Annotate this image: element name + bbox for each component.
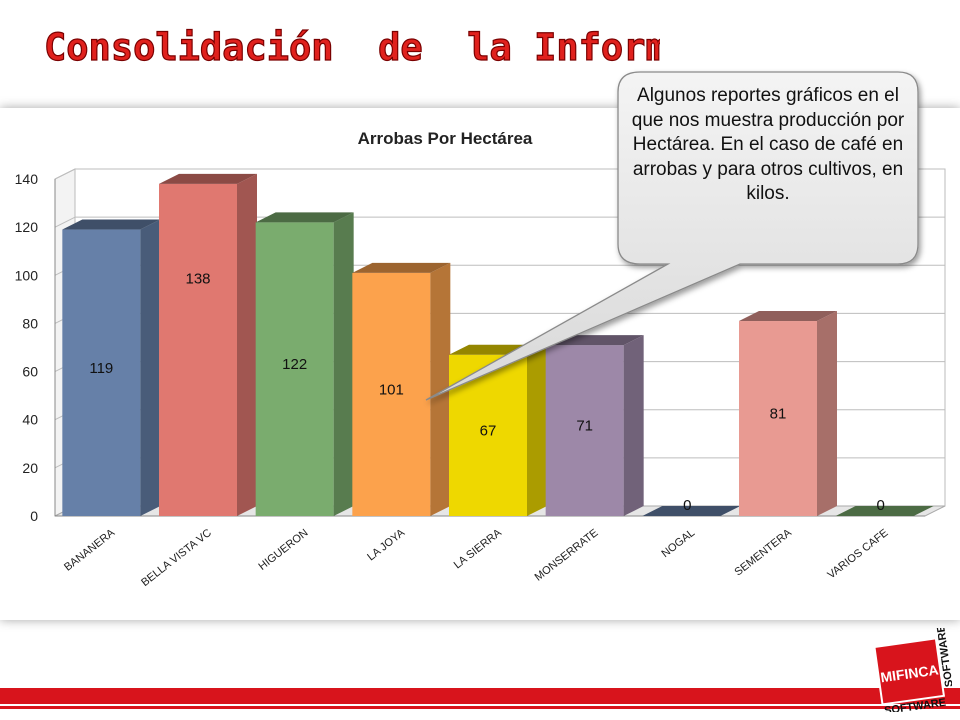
x-tick-label: SEMENTERA	[733, 527, 795, 579]
bar	[352, 262, 451, 516]
bar-side	[623, 335, 644, 516]
bottom-accent-bar	[0, 688, 960, 704]
y-tick-label: 140	[15, 171, 39, 187]
bar-front	[255, 222, 334, 516]
bar	[642, 506, 741, 516]
bar-value-label: 119	[89, 360, 113, 377]
bar-value-label: 0	[683, 497, 691, 514]
bar-side	[140, 219, 161, 517]
bar-front	[62, 229, 141, 517]
y-tick-label: 120	[15, 219, 39, 235]
bar-front	[159, 183, 237, 517]
bar-top	[835, 506, 934, 516]
slide-title-text: Consolidación de la Información	[44, 26, 660, 69]
bar-side	[527, 344, 547, 516]
x-tick-label: VARIOS CAFE	[825, 527, 890, 581]
bar-value-label: 71	[576, 418, 593, 435]
callout-text: Algunos reportes gráficos en el que nos …	[631, 85, 905, 204]
bar-side	[430, 262, 451, 516]
y-tick-label: 20	[22, 460, 38, 476]
x-tick-label: MONSERRATE	[533, 527, 601, 584]
slide-title: Consolidación de la Información	[43, 25, 660, 69]
bar-value-label: 81	[770, 406, 787, 423]
y-tick-label: 80	[22, 315, 38, 331]
bar-value-label: 0	[876, 497, 884, 514]
bar-top	[255, 212, 354, 223]
bar	[449, 344, 547, 516]
x-tick-label: LA JOYA	[365, 527, 407, 564]
bottom-accent-line	[0, 706, 960, 709]
x-tick-label: BANANERA	[62, 527, 118, 574]
y-tick-label: 100	[15, 267, 39, 283]
y-tick-label: 0	[30, 508, 38, 524]
x-tick-label: LA SIERRA	[452, 527, 505, 572]
bar-value-label: 67	[480, 422, 497, 439]
x-tick-label: NOGAL	[659, 527, 697, 560]
bar	[545, 335, 644, 516]
bar-front	[352, 272, 431, 516]
bar	[62, 219, 161, 517]
gridline-side	[54, 168, 76, 180]
bar-side	[817, 311, 837, 516]
x-tick-label: BELLA VISTA VC	[139, 527, 214, 589]
bar-side	[237, 173, 257, 517]
bar-value-label: 122	[282, 356, 307, 373]
bar	[835, 506, 934, 516]
chart-title: Arrobas Por Hectárea	[358, 129, 533, 148]
y-tick-label: 60	[22, 364, 38, 380]
x-tick-label: HIGUERON	[256, 527, 310, 573]
gridline-side	[54, 216, 76, 228]
mifinca-logo: MIFINCA SOFTWARE SOFTWARE	[873, 628, 952, 712]
bar-side	[333, 212, 354, 516]
y-tick-label: 40	[22, 412, 38, 428]
bar	[739, 311, 837, 516]
bar-top	[159, 173, 257, 184]
bar-top	[642, 506, 741, 516]
bar	[255, 212, 354, 516]
bar-value-label: 101	[379, 381, 404, 398]
bar	[159, 173, 257, 517]
bar-top	[62, 219, 161, 230]
bar-value-label: 138	[185, 270, 210, 287]
